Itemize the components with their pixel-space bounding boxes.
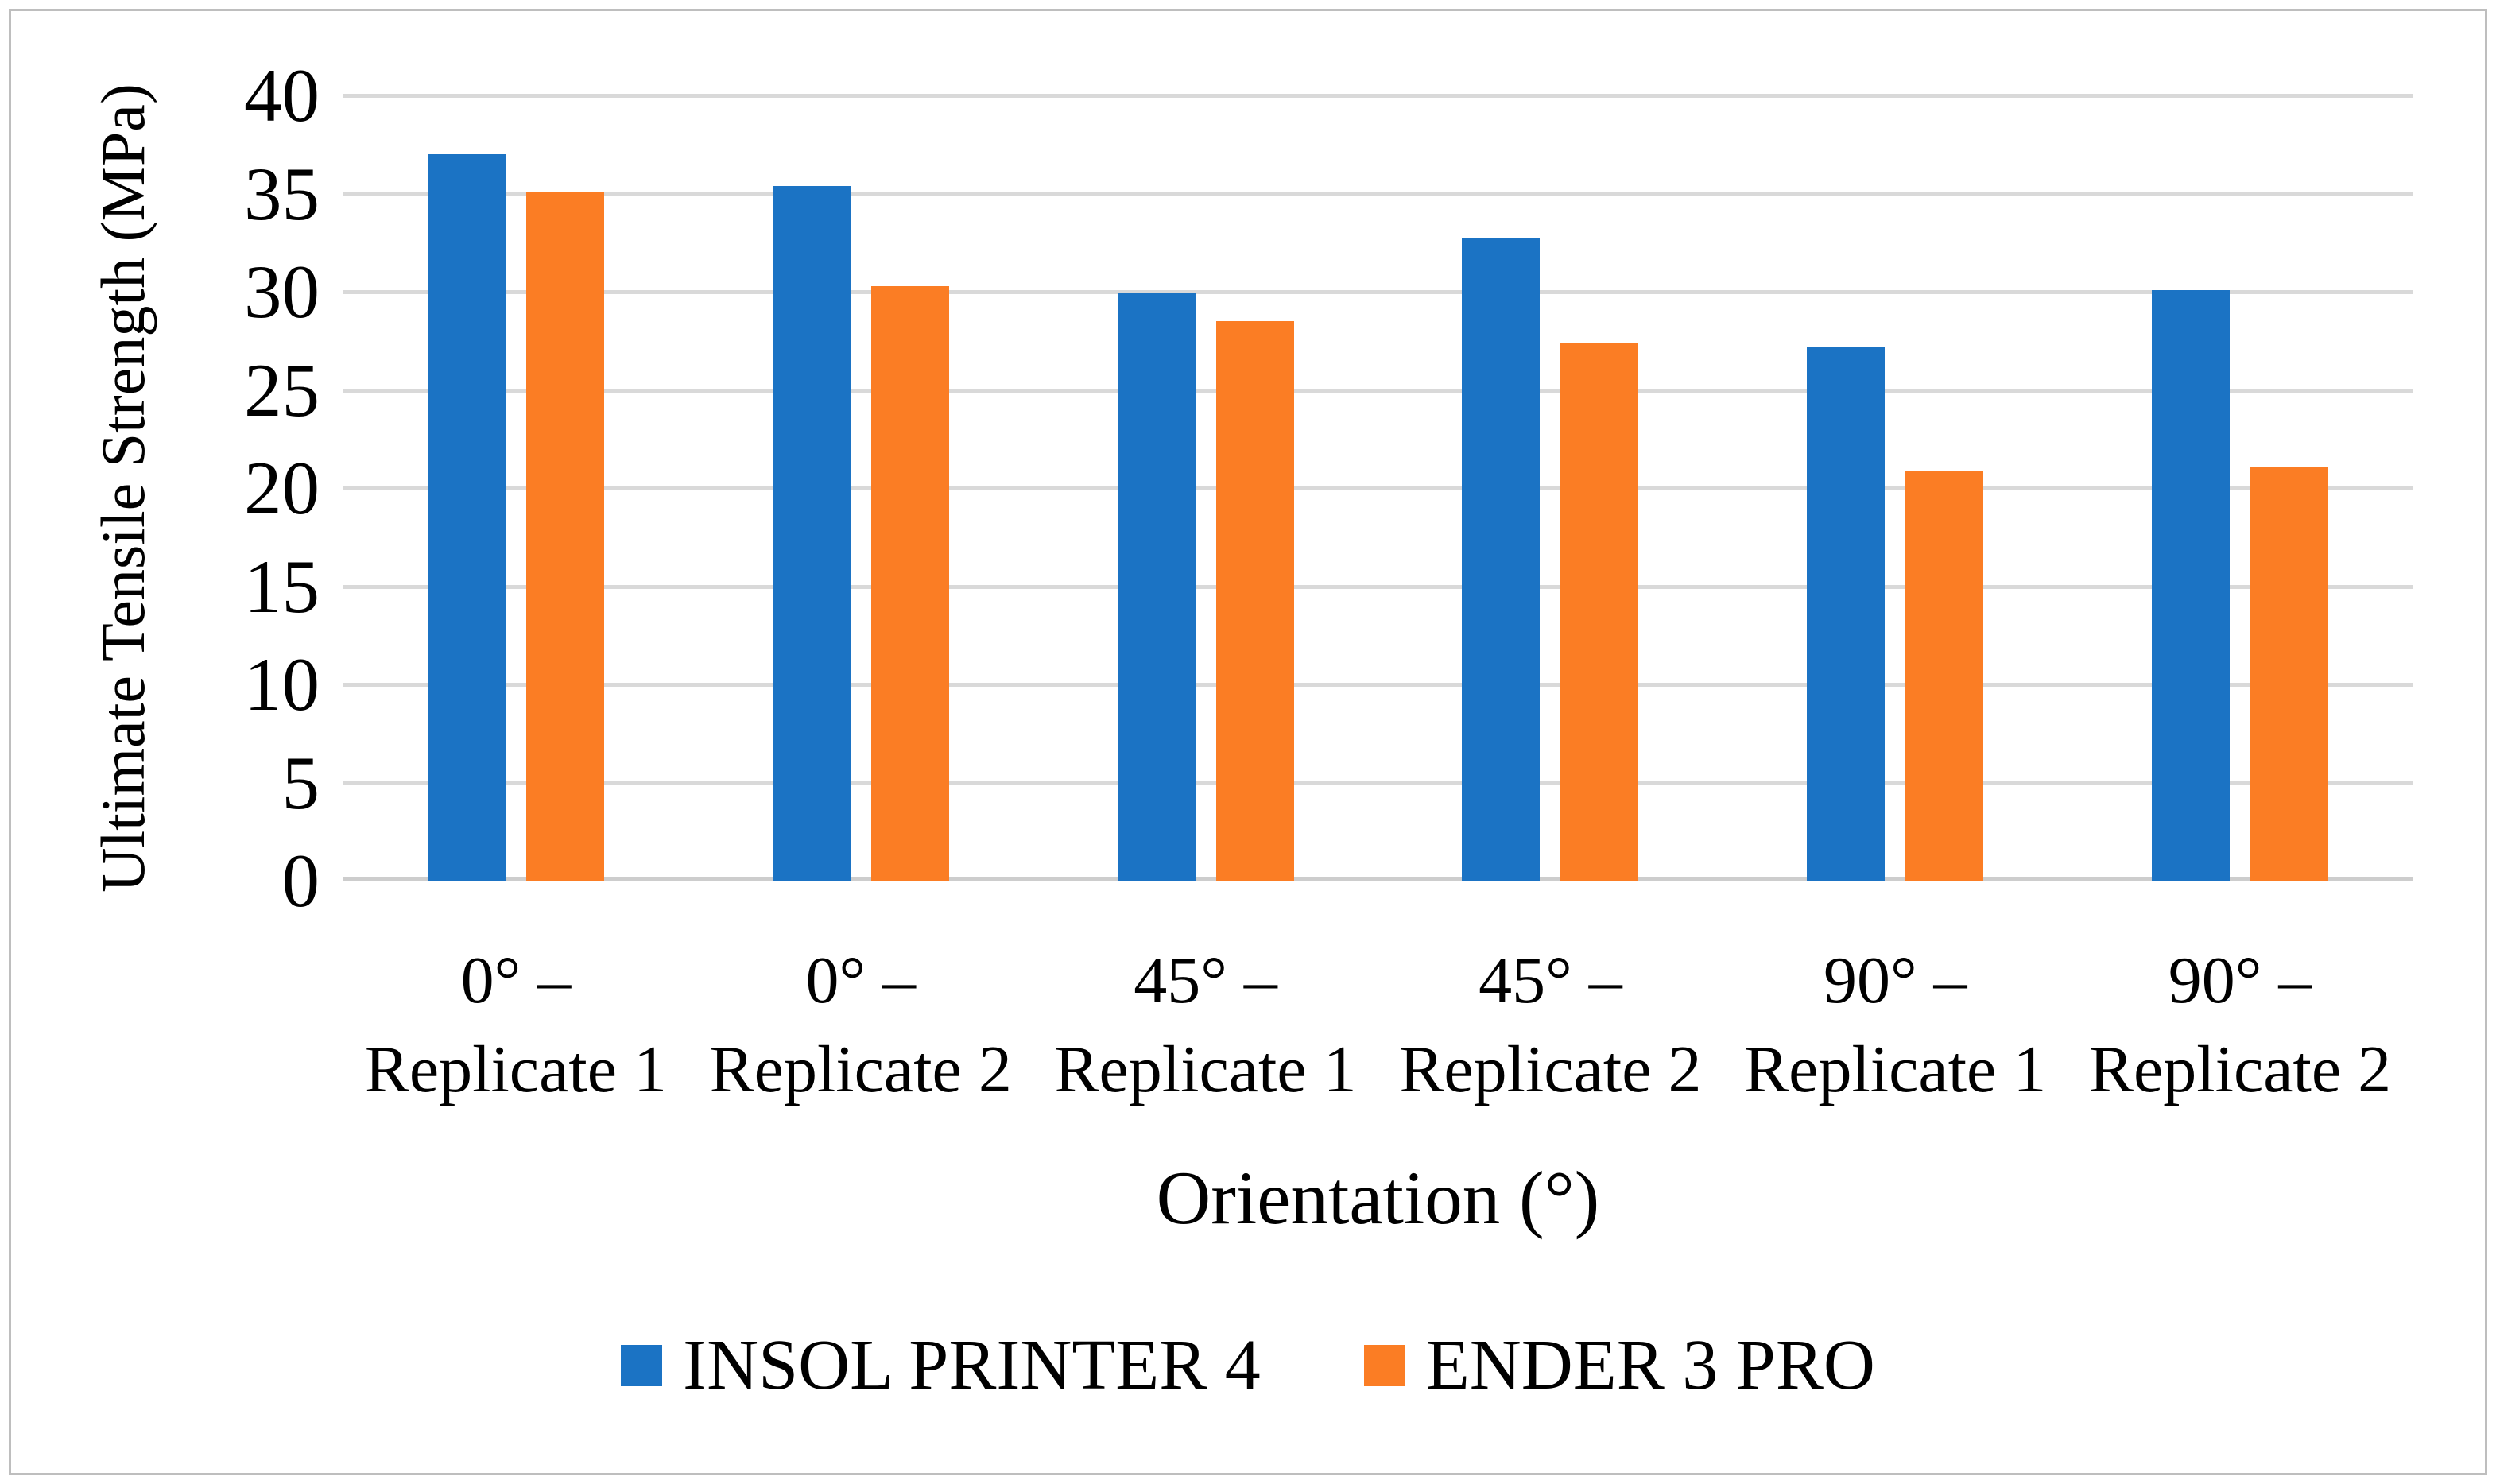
gridline [343,781,2413,785]
x-category-label: 90° – Replicate 2 [2033,936,2447,1114]
legend-item: ENDER 3 PRO [1363,1326,1875,1405]
bar-series1-group2 [772,185,851,881]
plot-area [343,94,2413,881]
x-category-label-line2: Replicate 2 [709,1033,1012,1106]
x-category-label-line1: 0° – [460,943,572,1017]
x-category-label-line2: Replicate 1 [1054,1033,1357,1106]
bar-series2-group2 [870,285,949,881]
x-category-label-line2: Replicate 2 [2088,1033,2392,1106]
x-category-label-line1: 45° – [1479,943,1622,1017]
x-category-label: 0° – Replicate 2 [654,936,1068,1114]
bar-series2-group3 [1215,321,1294,881]
y-tick-label: 5 [281,740,320,825]
bar-series1-group5 [1807,347,1886,881]
x-category-label: 0° – Replicate 1 [309,936,723,1114]
y-tick-label: 0 [281,839,320,923]
legend-label: INSOL PRINTER 4 [683,1326,1261,1405]
x-category-label-line1: 90° – [2168,943,2312,1017]
gridline [343,683,2413,687]
legend-swatch [621,1345,663,1386]
legend: INSOL PRINTER 4 ENDER 3 PRO [0,1326,2496,1405]
gridline [343,290,2413,294]
y-tick-label: 10 [244,642,320,727]
bar-series1-group4 [1462,238,1541,881]
x-category-label-line2: Replicate 1 [1744,1033,2047,1106]
legend-item: INSOL PRINTER 4 [621,1326,1261,1405]
legend-label: ENDER 3 PRO [1425,1326,1875,1405]
y-tick-label: 20 [244,446,320,530]
x-category-label-line2: Replicate 2 [1399,1033,1702,1106]
x-axis-title: Orientation (°) [1156,1156,1600,1240]
y-tick-label: 35 [244,151,320,236]
bar-series1-group6 [2152,289,2231,881]
x-axis-baseline [343,877,2413,881]
x-category-label-line1: 90° – [1823,943,1967,1017]
gridline [343,192,2413,196]
gridline [343,94,2413,98]
bar-series2-group4 [1560,343,1639,881]
x-category-label-line1: 0° – [805,943,917,1017]
gridline [343,388,2413,393]
x-category-label: 45° – Replicate 1 [999,936,1413,1114]
x-category-label: 90° – Replicate 1 [1688,936,2102,1114]
y-tick-label: 25 [244,347,320,432]
legend-swatch [1363,1345,1405,1386]
bar-series2-group1 [525,192,604,881]
bar-series2-group6 [2250,466,2329,881]
y-tick-label: 30 [244,250,320,334]
y-axis-title: Ultimate Tensile Strength (MPa) [88,83,157,893]
x-category-label-line1: 45° – [1134,943,1277,1017]
y-tick-label: 40 [244,53,320,138]
bar-series2-group5 [1905,470,1984,881]
bar-series1-group3 [1117,293,1196,881]
x-category-label-line2: Replicate 1 [364,1033,667,1106]
x-category-label: 45° – Replicate 2 [1343,936,1757,1114]
gridline [343,486,2413,490]
y-tick-label: 15 [244,544,320,629]
gridline [343,584,2413,589]
bar-series1-group1 [427,154,506,881]
